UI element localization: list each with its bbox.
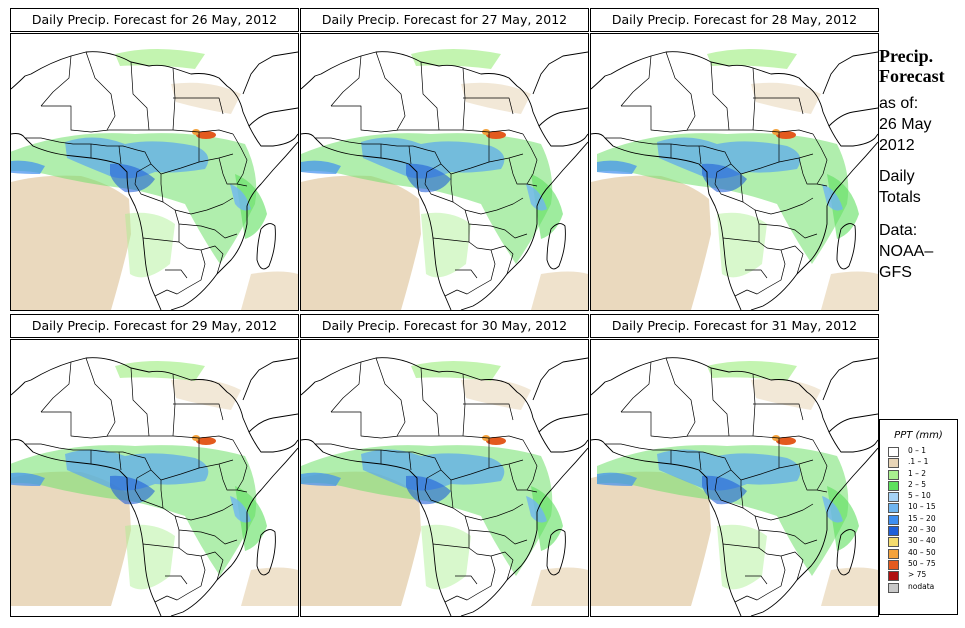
legend-item: 50 – 75 — [880, 558, 957, 571]
legend-label: 30 – 40 — [908, 536, 936, 546]
africa-map-svg — [591, 357, 878, 616]
legend-label: 1 – 2 — [908, 468, 927, 478]
legend-swatch — [888, 447, 899, 457]
as-of-label: as of: — [879, 95, 919, 112]
legend-swatch — [888, 503, 899, 514]
legend-item: 5 – 10 — [880, 491, 957, 503]
totals-line2: Totals — [879, 189, 921, 206]
legend-item: 1 – 2 — [880, 468, 957, 481]
legend-label: 40 – 50 — [908, 547, 936, 557]
legend-label: 5 – 10 — [908, 491, 931, 501]
forecast-map — [10, 339, 299, 617]
legend-item: .1 – 1 — [880, 457, 957, 469]
sidebar-heading-line1: Precip. — [879, 46, 934, 66]
legend-swatch — [888, 571, 899, 582]
legend-label: > 75 — [908, 570, 927, 580]
legend-label: 50 – 75 — [908, 558, 936, 568]
as-of-year: 2012 — [879, 137, 915, 154]
as-of-date: 26 May — [879, 116, 932, 133]
totals-line1: Daily — [879, 168, 915, 185]
legend-swatch — [888, 480, 899, 491]
panel-title: Daily Precip. Forecast for 28 May, 2012 — [590, 8, 879, 32]
legend-item: 0 – 1 — [880, 446, 957, 458]
forecast-map — [300, 339, 589, 617]
forecast-map — [10, 33, 299, 311]
data-source-line2: NOAA– — [879, 243, 934, 260]
legend-swatch — [888, 559, 899, 570]
legend-swatch — [888, 548, 899, 559]
data-source-label: Data: — [879, 222, 918, 239]
panel-title: Daily Precip. Forecast for 31 May, 2012 — [590, 314, 879, 338]
legend-label: 10 – 15 — [908, 502, 936, 512]
africa-map-svg — [301, 357, 588, 616]
legend-item: 30 – 40 — [880, 536, 957, 548]
legend-swatch — [888, 492, 899, 503]
legend-label: 20 – 30 — [908, 525, 936, 535]
sidebar-info: Precip. Forecast as of: 26 May 2012 Dail… — [879, 46, 963, 283]
legend-label: 15 – 20 — [908, 513, 936, 523]
panel-title: Daily Precip. Forecast for 26 May, 2012 — [10, 8, 299, 32]
legend-swatch — [888, 469, 899, 480]
legend-item: 20 – 30 — [880, 525, 957, 537]
africa-map-svg — [11, 357, 298, 616]
legend-item: 2 – 5 — [880, 479, 957, 492]
forecast-map — [300, 33, 589, 311]
legend-swatch — [888, 582, 899, 593]
legend-swatch — [888, 537, 899, 548]
legend-label: 0 – 1 — [908, 446, 927, 455]
data-source-line3: GFS — [879, 264, 912, 281]
panel-title: Daily Precip. Forecast for 30 May, 2012 — [300, 314, 589, 338]
legend-item: 15 – 20 — [880, 513, 957, 526]
panel-title: Daily Precip. Forecast for 27 May, 2012 — [300, 8, 589, 32]
panel-title: Daily Precip. Forecast for 29 May, 2012 — [10, 314, 299, 338]
legend-label: 2 – 5 — [908, 479, 927, 489]
legend-item: 10 – 15 — [880, 502, 957, 514]
legend-swatch — [888, 526, 899, 537]
forecast-map — [590, 339, 879, 617]
africa-map-svg — [591, 49, 878, 310]
legend-item: 40 – 50 — [880, 547, 957, 560]
sidebar-heading-line2: Forecast — [879, 66, 945, 86]
legend-item: nodata — [880, 581, 957, 594]
legend-item: > 75 — [880, 570, 957, 582]
legend-label: nodata — [908, 581, 935, 591]
legend-swatch — [888, 458, 899, 469]
legend-label: .1 – 1 — [908, 457, 929, 467]
forecast-map — [590, 33, 879, 311]
legend-title: PPT (mm) — [894, 430, 943, 441]
africa-map-svg — [11, 49, 298, 310]
africa-map-svg — [301, 49, 588, 310]
legend-swatch — [888, 514, 899, 525]
